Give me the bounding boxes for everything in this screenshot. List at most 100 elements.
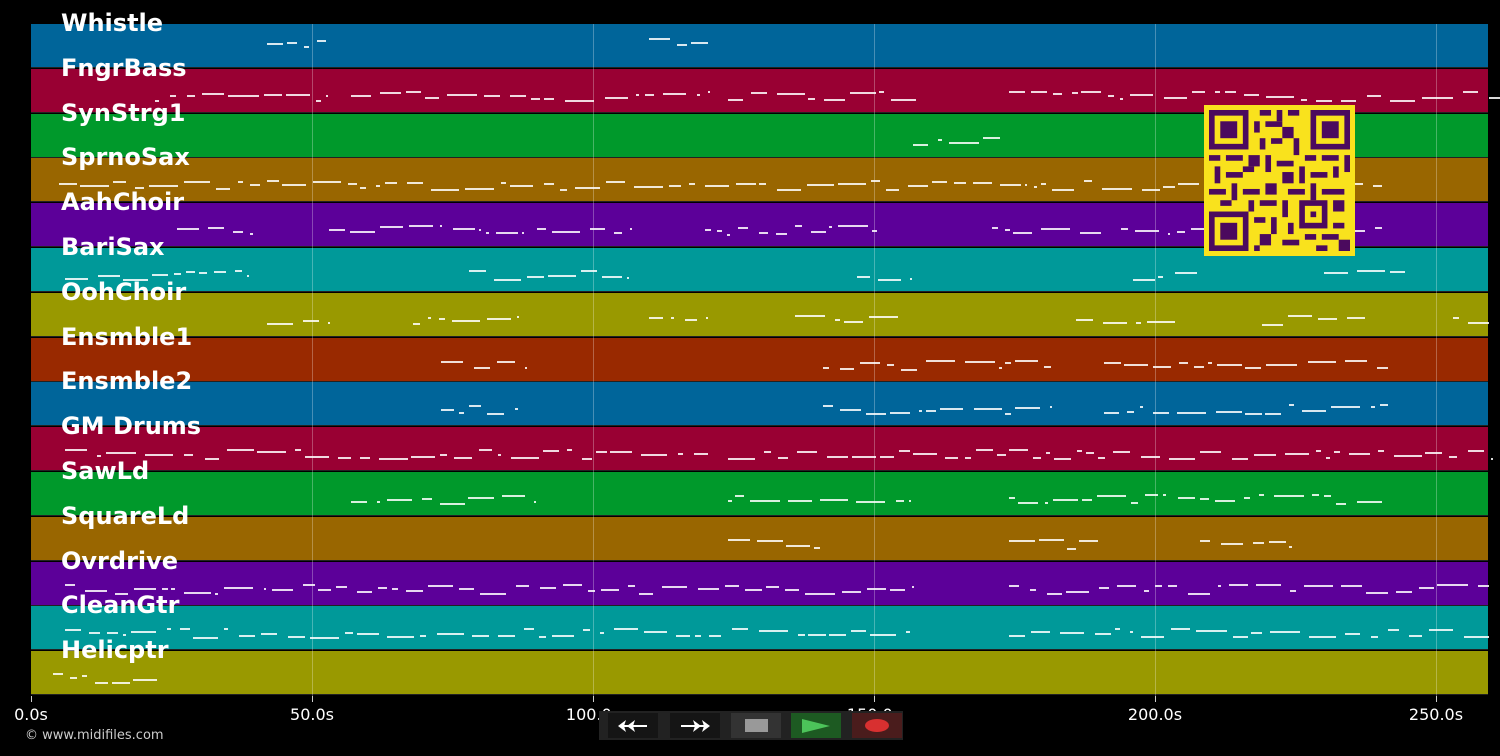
midi-note [705,185,729,188]
midi-note [1345,633,1361,636]
midi-note [871,230,877,233]
midi-note [180,628,190,631]
midi-note [964,360,995,363]
midi-note [605,181,625,184]
midi-note [213,271,226,273]
midi-note [465,188,495,191]
midi-note [547,275,577,277]
midi-note [785,588,799,591]
midi-note [1191,90,1205,93]
midi-note [260,633,278,636]
midi-note [1244,413,1262,416]
midi-note [509,185,533,188]
midi-note [1340,584,1362,587]
midi-note [1098,586,1110,589]
midi-note [1390,271,1405,273]
fast-forward-button[interactable] [670,713,720,738]
axis-tick-label: 250.0s [1408,705,1464,724]
midi-note [233,231,243,234]
midi-note [440,503,465,505]
midi-note [303,583,315,586]
midi-note [588,589,596,592]
play-button[interactable] [791,713,841,738]
midi-note [887,363,895,366]
midi-note [451,319,480,322]
midi-note [1104,361,1121,364]
midi-note [439,317,446,320]
midi-note [1371,636,1378,639]
track-lane [31,472,1488,516]
midi-note [409,225,434,228]
midi-note [1129,93,1154,96]
midi-note [295,449,301,452]
qr-code-icon [1209,110,1350,251]
midi-note [777,457,788,460]
midi-note [1030,90,1048,93]
midi-note [149,185,178,188]
midi-note [865,413,887,416]
axis-tick [1155,696,1156,702]
midi-note [199,272,207,274]
midi-note [590,228,605,231]
midi-note [521,232,524,235]
midi-note [145,454,174,457]
midi-note [1324,495,1331,497]
midi-note [1040,183,1046,186]
midi-note [267,43,284,45]
midi-note [1468,450,1485,453]
midi-note [609,451,632,454]
midi-note [1153,412,1170,415]
midi-note [377,501,381,503]
midi-note [890,412,911,415]
midi-note [379,226,403,229]
midi-note [954,182,966,185]
midi-note [151,274,168,276]
midi-note [804,592,835,595]
track-label: CleanGtr [61,591,180,620]
midi-note [1491,458,1494,461]
midi-note [267,322,294,325]
midi-note [1121,228,1128,231]
midi-note [186,94,195,97]
midi-note [758,232,768,235]
midi-note [997,454,1006,457]
midi-note [500,182,506,185]
midi-note [495,232,519,235]
midi-note [527,276,544,278]
midi-note [177,228,199,231]
midi-note [89,632,100,635]
midi-note [1053,92,1063,95]
midi-note [413,322,420,325]
midi-note [749,500,780,502]
midi-note [487,413,505,416]
midi-note [1005,413,1011,416]
midi-note [542,450,559,453]
midi-note [97,275,120,277]
midi-note [662,92,687,95]
midi-note [59,183,77,186]
midi-note [1169,458,1195,461]
midi-note [1217,584,1221,587]
midi-note [1101,188,1133,191]
midi-note [643,631,668,634]
midi-note [628,584,635,587]
midi-note [376,185,380,188]
midi-note [313,181,342,184]
midi-note [1171,628,1190,631]
midi-note [931,181,948,184]
midi-note [215,188,231,191]
stop-button[interactable] [731,713,781,738]
midi-note [515,408,519,411]
midi-note [1140,636,1164,639]
record-button[interactable] [852,713,902,738]
rewind-button[interactable] [608,713,658,738]
midi-note [1215,90,1221,93]
midi-note [304,46,309,48]
midi-note [386,636,414,639]
midi-note [1033,457,1042,460]
midi-note [633,186,664,189]
midi-note [1094,633,1111,636]
midi-note [1097,495,1126,497]
midi-note [1177,231,1186,234]
track-lane [31,427,1494,472]
